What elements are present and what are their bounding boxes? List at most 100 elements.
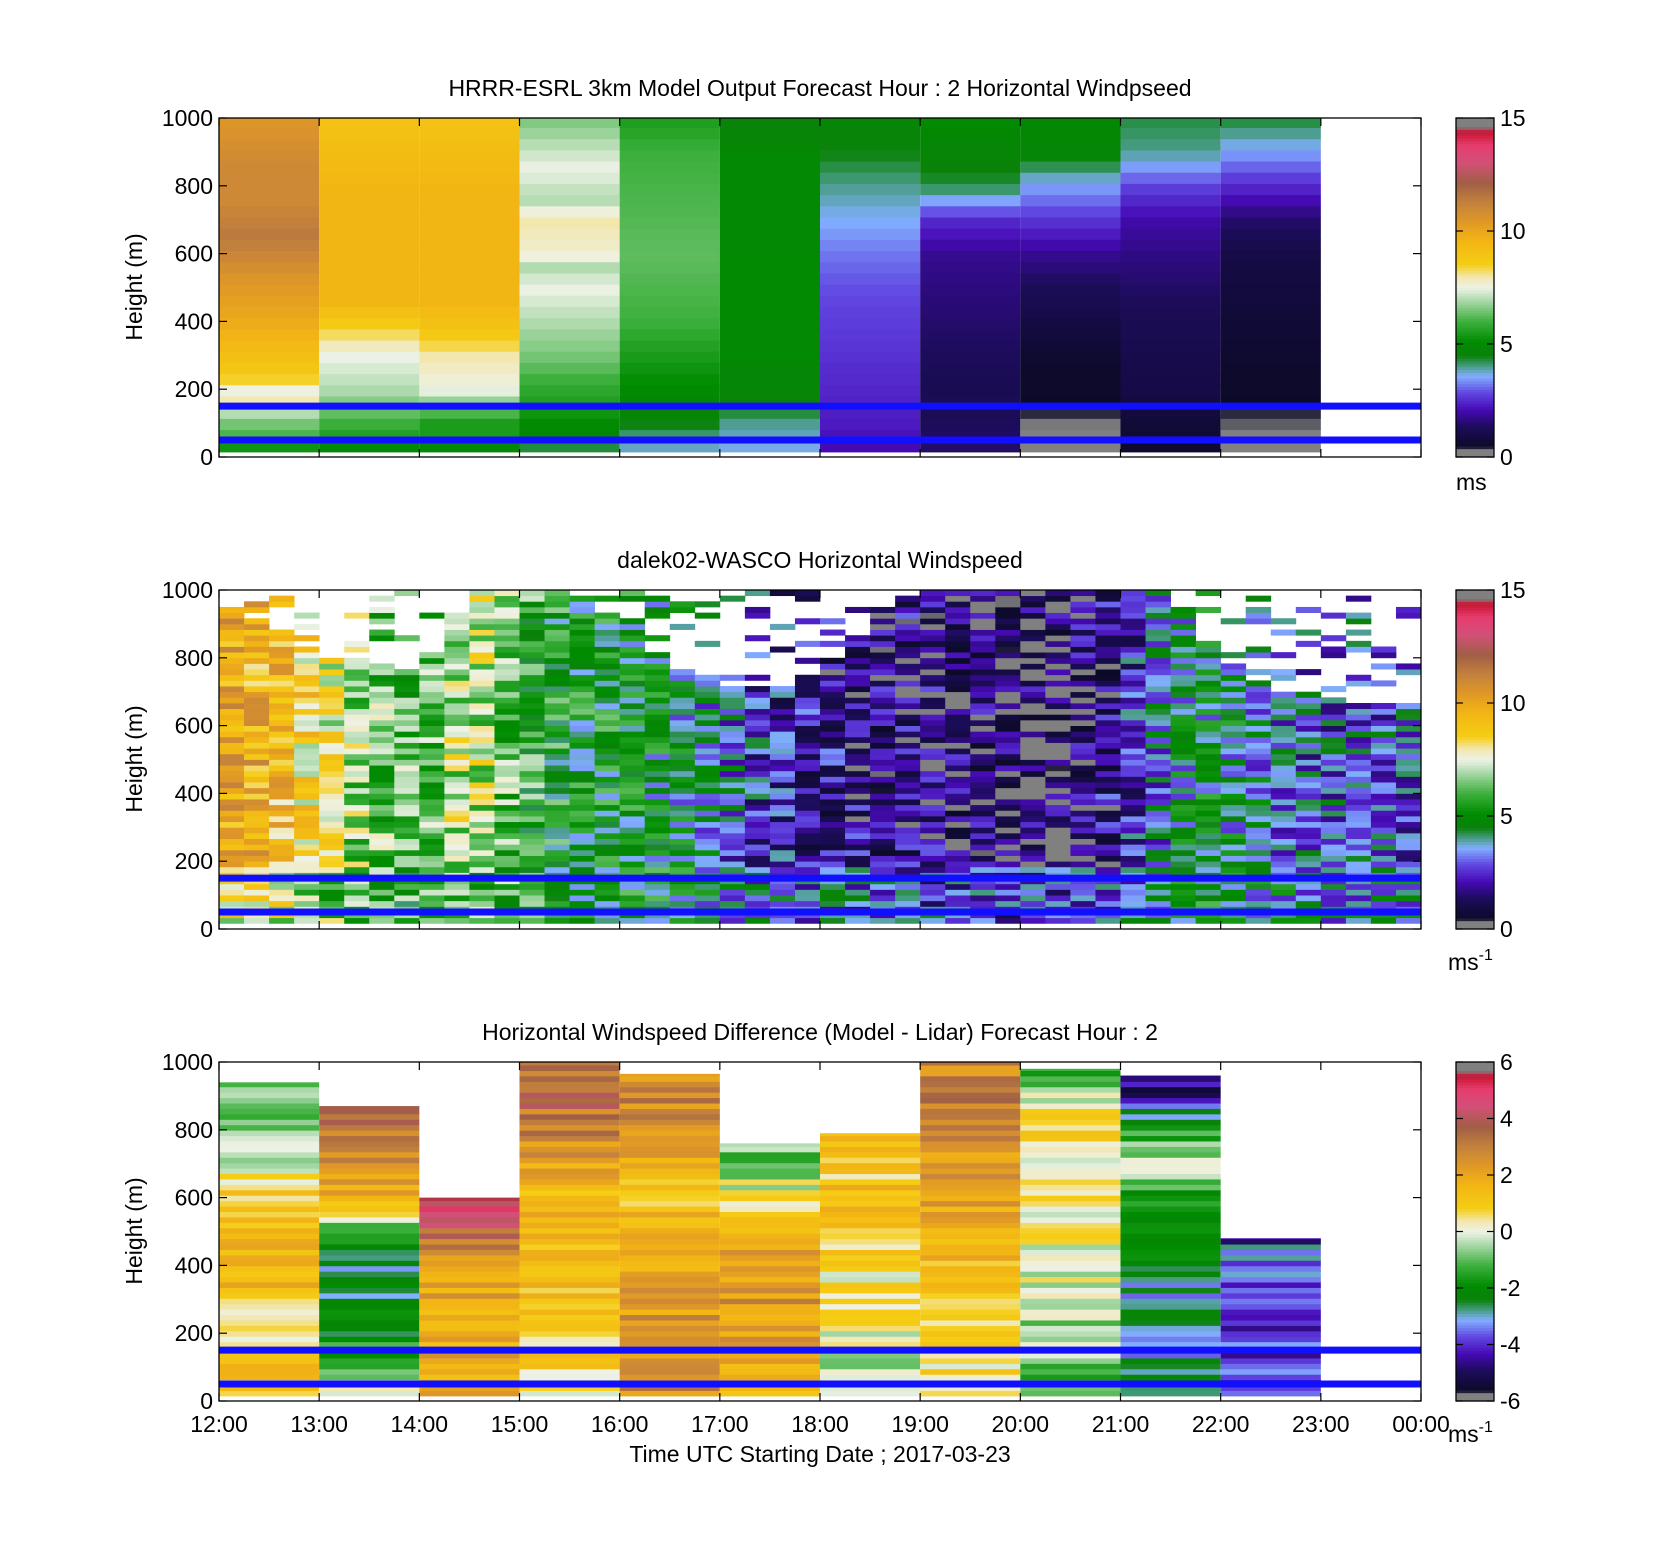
heatmap-cell: [494, 618, 520, 625]
heatmap-cell: [920, 697, 946, 704]
heatmap-cell: [1245, 770, 1272, 777]
heatmap-cell: [1220, 799, 1247, 806]
heatmap-cell: [870, 736, 896, 743]
heatmap-cell: [995, 765, 1021, 772]
heatmap-cell: [719, 1292, 820, 1299]
heatmap-cell: [219, 1082, 320, 1088]
heatmap-cell: [1020, 1216, 1121, 1223]
heatmap-cell: [1020, 118, 1121, 128]
heatmap-cell: [1020, 161, 1121, 173]
heatmap-cell: [319, 821, 345, 828]
heatmap-cell: [1245, 804, 1272, 811]
colorbar-segment: [1456, 1076, 1494, 1080]
heatmap-cell: [794, 821, 821, 828]
colorbar-segment: [1456, 1225, 1494, 1230]
heatmap-cell: [1120, 340, 1221, 352]
heatmap-cell: [920, 1271, 1021, 1278]
heatmap-cell: [394, 635, 420, 642]
heatmap-cell: [419, 239, 520, 252]
y-tick-label: 600: [175, 1185, 213, 1211]
colorbar-segment: [1456, 872, 1494, 876]
heatmap-cell: [669, 674, 696, 681]
heatmap-cell: [219, 1265, 320, 1272]
colorbar-segment: [1456, 451, 1494, 455]
heatmap-cell: [970, 612, 996, 619]
heatmap-cell: [319, 1173, 420, 1180]
heatmap-cell: [970, 759, 996, 766]
heatmap-cell: [544, 895, 570, 902]
heatmap-cell: [619, 373, 720, 386]
heatmap-cell: [294, 612, 320, 619]
heatmap-cell: [1245, 731, 1272, 738]
heatmap-cell: [719, 418, 820, 431]
heatmap-cell: [244, 900, 270, 907]
colorbar-segment: [1456, 830, 1494, 834]
colorbar-segment: [1456, 1093, 1494, 1097]
heatmap-cell: [619, 384, 720, 397]
colorbar-segment: [1456, 784, 1494, 789]
heatmap-cell: [895, 686, 921, 693]
colorbar-segment: [1456, 1206, 1494, 1210]
heatmap-cell: [920, 1146, 1021, 1153]
heatmap-cell: [1245, 832, 1272, 839]
heatmap-cell: [1020, 362, 1121, 375]
heatmap-cell: [419, 821, 445, 828]
heatmap-cell: [619, 895, 646, 902]
heatmap-cell: [1395, 816, 1422, 823]
heatmap-cell: [769, 742, 796, 749]
heatmap-cell: [569, 895, 596, 902]
heatmap-cell: [594, 708, 621, 715]
heatmap-cell: [1320, 832, 1347, 839]
heatmap-cell: [1045, 719, 1071, 726]
heatmap-cell: [344, 765, 370, 772]
heatmap-cell: [219, 719, 245, 726]
heatmap-cell: [494, 849, 520, 856]
heatmap-cell: [544, 612, 570, 619]
heatmap-cell: [394, 703, 420, 710]
heatmap-cell: [995, 703, 1021, 710]
heatmap-cell: [820, 804, 846, 811]
heatmap-cell: [1120, 731, 1146, 738]
heatmap-cell: [544, 606, 570, 613]
heatmap-cell: [594, 849, 621, 856]
heatmap-cell: [319, 1309, 420, 1316]
heatmap-cell: [469, 719, 495, 726]
heatmap-cell: [619, 691, 646, 698]
heatmap-cell: [319, 1211, 420, 1218]
heatmap-cell: [294, 787, 320, 794]
heatmap-cell: [1245, 669, 1272, 676]
colorbar-segment: [1456, 301, 1494, 306]
heatmap-cell: [719, 317, 820, 330]
heatmap-cell: [319, 697, 345, 704]
heatmap-cell: [219, 697, 245, 704]
heatmap-cell: [1120, 1124, 1221, 1131]
heatmap-cell: [1145, 719, 1171, 726]
heatmap-cell: [369, 855, 395, 862]
colorbar-segment: [1456, 1208, 1494, 1213]
heatmap-cell: [820, 759, 846, 766]
heatmap-cell: [319, 748, 345, 755]
heatmap-cell: [269, 810, 295, 817]
heatmap-cell: [419, 680, 445, 687]
heatmap-cell: [319, 691, 345, 698]
colorbar-segment: [1456, 914, 1494, 919]
y-tick-label: 600: [175, 713, 213, 739]
heatmap-cell: [995, 810, 1021, 817]
heatmap-cell: [219, 1287, 320, 1294]
heatmap-cell: [1345, 612, 1372, 619]
heatmap-cell: [619, 1238, 720, 1245]
heatmap-cell: [294, 680, 320, 687]
heatmap-cell: [419, 765, 445, 772]
heatmap-cell: [244, 646, 270, 653]
heatmap-cell: [1245, 883, 1272, 890]
heatmap-cell: [519, 1292, 620, 1299]
panel-difference-colorbar: 6 4 2 0 -2 -4 -6 ms-1: [1448, 1049, 1521, 1447]
heatmap-cell: [719, 753, 746, 760]
colorbar-segment: [1456, 1378, 1494, 1382]
heatmap-cell: [945, 640, 971, 647]
heatmap-cell: [820, 1133, 921, 1137]
colorbar-segment: [1456, 1316, 1494, 1320]
heatmap-cell: [1020, 1298, 1121, 1305]
heatmap-cell: [1195, 776, 1222, 783]
heatmap-cell: [469, 782, 495, 789]
